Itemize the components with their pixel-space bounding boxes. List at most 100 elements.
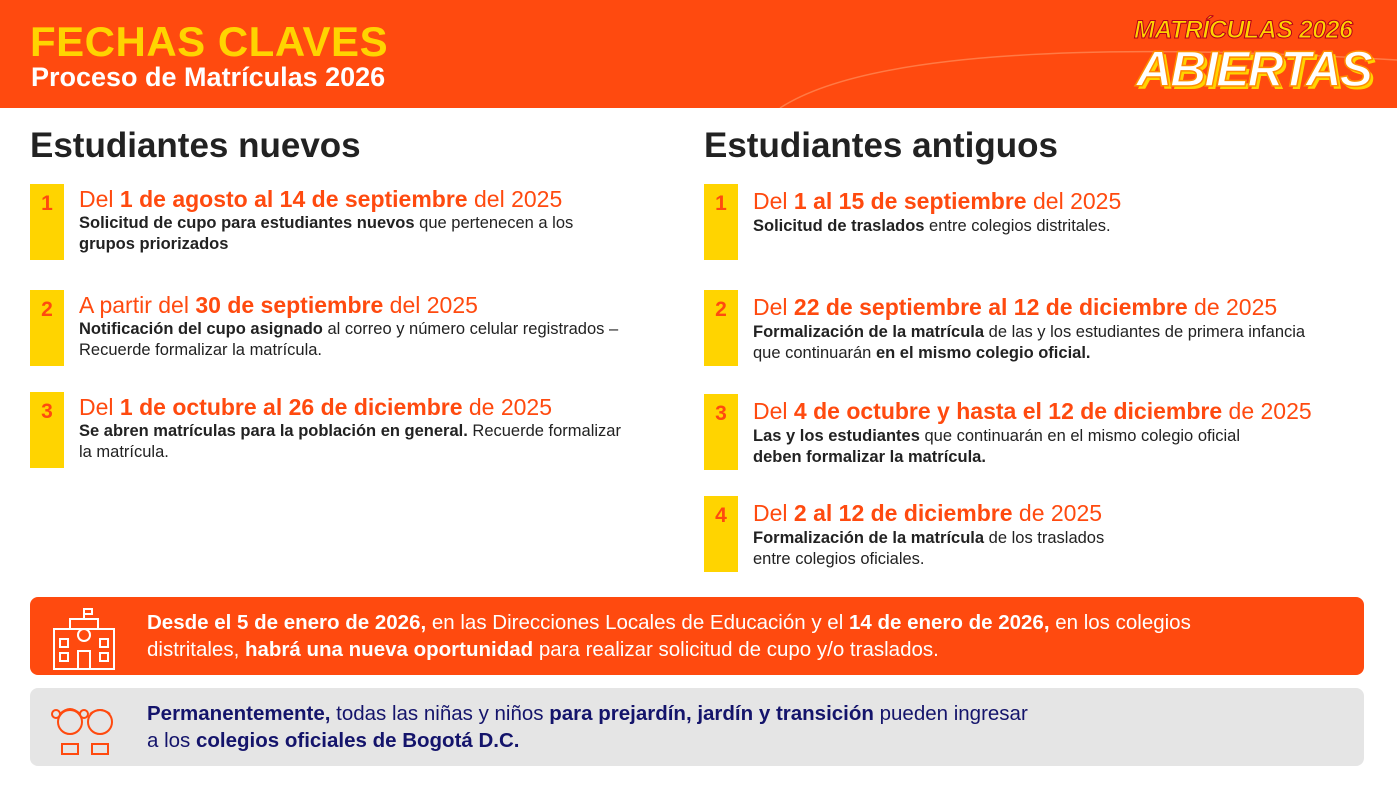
item-number: 3 <box>41 400 53 423</box>
description-line: Notificación del cupo asignado al correo… <box>79 319 618 340</box>
text-run: 1 de agosto al 14 de septiembre <box>119 186 468 212</box>
item-description: Se abren matrículas para la población en… <box>79 421 621 463</box>
text-run: pueden ingresar <box>873 702 1028 725</box>
text-run: Notificación del cupo asignado <box>79 320 323 338</box>
banner-new-opportunity: Desde el 5 de enero de 2026, en las Dire… <box>30 597 1364 675</box>
text-run: Del <box>753 398 794 424</box>
item-description: Formalización de la matrícula de los tra… <box>753 528 1104 570</box>
badge-bottom: ABIERTAS <box>1135 40 1373 98</box>
text-run: todas las niñas y niños <box>330 702 550 725</box>
description-line: entre colegios oficiales. <box>753 549 1104 570</box>
text-run: 1 de octubre al 26 de diciembre <box>119 394 463 420</box>
text-run: Solicitud de traslados <box>753 217 925 235</box>
text-run: 4 de octubre y hasta el 12 de diciembre <box>793 398 1223 424</box>
text-run: que continuarán en el mismo colegio ofic… <box>919 427 1241 445</box>
description-line: Las y los estudiantes que continuarán en… <box>753 426 1240 447</box>
text-run: en las Direcciones Locales de Educación … <box>426 611 849 634</box>
banner-line: Permanentemente, todas las niñas y niños… <box>147 700 1028 727</box>
subtitle: Proceso de Matrículas 2026 <box>31 62 386 92</box>
item-date: A partir del 30 de septiembre del 2025 <box>79 292 478 319</box>
text-run: 14 de enero de 2026, <box>848 611 1050 634</box>
text-run: Del <box>753 294 794 320</box>
number-bar <box>30 392 64 468</box>
number-bar <box>704 496 738 572</box>
item-date: Del 1 de octubre al 26 de diciembre de 2… <box>79 394 552 421</box>
banner-permanent: Permanentemente, todas las niñas y niños… <box>30 688 1364 766</box>
text-run: del 2025 <box>383 292 478 318</box>
text-run: Del <box>753 188 794 214</box>
text-run: de los traslados <box>984 529 1105 547</box>
badge-top: MATRÍCULAS 2026 <box>1133 16 1353 45</box>
item-number: 2 <box>41 298 53 321</box>
description-line: Se abren matrículas para la población en… <box>79 421 621 442</box>
text-run: entre colegios oficiales. <box>753 550 925 568</box>
text-run: Las y los estudiantes <box>753 427 920 445</box>
text-run: de 2025 <box>1187 294 1278 320</box>
description-line: Solicitud de cupo para estudiantes nuevo… <box>79 213 573 234</box>
text-run: en los colegios <box>1049 611 1191 634</box>
text-run: Formalización de la matrícula <box>753 529 985 547</box>
text-run: A partir del <box>79 292 196 318</box>
text-run: 30 de septiembre <box>195 292 384 318</box>
item-date: Del 2 al 12 de diciembre de 2025 <box>753 500 1102 527</box>
text-run: grupos priorizados <box>79 235 229 253</box>
text-run: Se abren matrículas para la población en… <box>79 422 468 440</box>
text-run: de 2025 <box>1012 500 1103 526</box>
number-bar <box>704 290 738 366</box>
banner-line: a los colegios oficiales de Bogotá D.C. <box>147 727 1028 754</box>
description-line: Formalización de la matrícula de los tra… <box>753 528 1104 549</box>
column-heading: Estudiantes nuevos <box>30 126 361 165</box>
text-run: Formalización de la matrícula <box>753 323 985 341</box>
item-description: Formalización de la matrícula de las y l… <box>753 322 1305 364</box>
school-icon <box>53 608 115 670</box>
item-number: 2 <box>715 298 727 321</box>
text-run: al correo y número celular registrados – <box>322 320 619 338</box>
item-date: Del 4 de octubre y hasta el 12 de diciem… <box>753 398 1312 425</box>
header-decoration <box>779 50 1397 108</box>
text-run: habrá una nueva oportunidad <box>244 638 534 661</box>
text-run: para realizar solicitud de cupo y/o tras… <box>533 638 939 661</box>
description-line: la matrícula. <box>79 442 621 463</box>
item-number: 1 <box>41 192 53 215</box>
item-description: Solicitud de cupo para estudiantes nuevo… <box>79 213 573 255</box>
text-run: colegios oficiales de Bogotá D.C. <box>196 729 520 752</box>
description-line: grupos priorizados <box>79 234 573 255</box>
text-run: 22 de septiembre al 12 de diciembre <box>793 294 1188 320</box>
description-line: Solicitud de traslados entre colegios di… <box>753 216 1111 237</box>
column-heading: Estudiantes antiguos <box>704 126 1058 165</box>
item-number: 1 <box>715 192 727 215</box>
text-run: 1 al 15 de septiembre <box>793 188 1027 214</box>
text-run: Del <box>79 394 120 420</box>
text-run: de 2025 <box>1222 398 1312 424</box>
item-description: Solicitud de traslados entre colegios di… <box>753 216 1111 237</box>
text-run: Del <box>79 186 120 212</box>
text-run: Solicitud de cupo para estudiantes nuevo… <box>79 214 415 232</box>
banner-text: Desde el 5 de enero de 2026, en las Dire… <box>147 609 1191 663</box>
item-date: Del 1 al 15 de septiembre del 2025 <box>753 188 1121 215</box>
text-run: Recuerde formalizar <box>467 422 621 440</box>
text-run: Desde el 5 de enero de 2026, <box>147 611 427 634</box>
item-description: Notificación del cupo asignado al correo… <box>79 319 618 361</box>
item-description: Las y los estudiantes que continuarán en… <box>753 426 1240 468</box>
item-date: Del 1 de agosto al 14 de septiembre del … <box>79 186 562 213</box>
text-run: Recuerde formalizar la matrícula. <box>79 341 323 359</box>
header: FECHAS CLAVES Proceso de Matrículas 2026… <box>0 0 1397 108</box>
banner-text: Permanentemente, todas las niñas y niños… <box>147 700 1028 754</box>
description-line: Formalización de la matrícula de las y l… <box>753 322 1305 343</box>
number-bar <box>30 184 64 260</box>
description-line: que continuarán en el mismo colegio ofic… <box>753 343 1305 364</box>
description-line: deben formalizar la matrícula. <box>753 447 1240 468</box>
banner-line: Desde el 5 de enero de 2026, en las Dire… <box>147 609 1191 636</box>
number-bar <box>704 184 738 260</box>
text-run: para prejardín, jardín y transición <box>549 702 874 725</box>
item-date: Del 22 de septiembre al 12 de diciembre … <box>753 294 1277 321</box>
item-number: 4 <box>715 504 727 527</box>
text-run: que continuarán <box>753 344 876 362</box>
text-run: que pertenecen a los <box>414 214 574 232</box>
text-run: 2 al 12 de diciembre <box>793 500 1013 526</box>
description-line: Recuerde formalizar la matrícula. <box>79 340 618 361</box>
text-run: de 2025 <box>462 394 553 420</box>
text-run: la matrícula. <box>79 443 169 461</box>
text-run: deben formalizar la matrícula. <box>753 448 986 466</box>
